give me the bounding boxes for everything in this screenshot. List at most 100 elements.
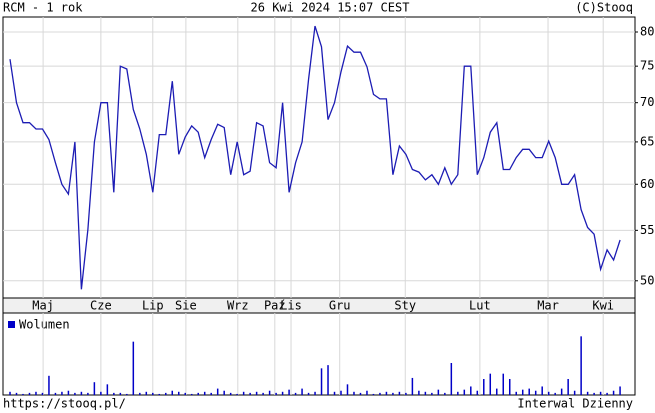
chart-subtitle: 26 Kwi 2024 15:07 CEST xyxy=(251,1,410,15)
volume-bar xyxy=(586,391,589,395)
x-tick-label: Sty xyxy=(394,299,416,313)
y-tick-label: 75 xyxy=(640,59,654,73)
volume-bar xyxy=(398,391,401,395)
volume-bar xyxy=(223,390,225,395)
volume-bar xyxy=(255,391,258,395)
y-tick-label: 55 xyxy=(640,223,654,237)
volume-bar xyxy=(580,336,582,395)
volume-bar xyxy=(593,392,595,395)
volume-bar xyxy=(379,392,381,395)
y-tick-label: 65 xyxy=(640,134,654,148)
x-tick-label: Lis xyxy=(280,299,302,313)
volume-bar xyxy=(216,388,219,395)
volume-bar xyxy=(508,379,511,395)
volume-bar xyxy=(599,391,602,395)
volume-bar xyxy=(314,391,316,395)
volume-bar xyxy=(80,391,83,395)
footer-link[interactable]: https://stooq.pl/ xyxy=(3,397,126,411)
volume-bar xyxy=(353,391,355,395)
volume-bar xyxy=(132,341,135,395)
volume-bar xyxy=(48,375,50,395)
x-tick-label: Gru xyxy=(329,299,351,313)
volume-bar xyxy=(320,368,323,395)
volume-bar xyxy=(61,391,63,395)
volume-bar xyxy=(236,393,238,395)
volume-bar xyxy=(281,391,284,395)
volume-bar xyxy=(113,392,115,395)
x-tick-label: Sie xyxy=(175,299,197,313)
volume-bar xyxy=(288,389,290,395)
volume-bar xyxy=(41,392,44,395)
volume-bar xyxy=(327,365,329,395)
volume-bar xyxy=(126,393,128,395)
volume-bar xyxy=(437,389,440,395)
volume-bar xyxy=(496,388,498,395)
volume-bar xyxy=(554,392,556,395)
volume-bar xyxy=(249,392,251,395)
volume-bar xyxy=(476,390,479,395)
volume-bar xyxy=(165,392,167,395)
volume-bar xyxy=(483,379,485,395)
volume-bar xyxy=(145,391,148,395)
volume-bar xyxy=(573,390,576,395)
legend-swatch xyxy=(8,321,15,328)
volume-bar xyxy=(35,391,37,395)
volume-bar xyxy=(489,373,492,395)
volume-bar xyxy=(372,393,375,395)
volume-bar xyxy=(301,388,303,395)
volume-frame xyxy=(2,312,636,396)
volume-bar xyxy=(74,392,76,395)
x-tick-label: Wrz xyxy=(227,299,249,313)
x-tick-label: Maj xyxy=(32,299,54,313)
credit: (C)Stooq xyxy=(575,1,633,15)
volume-bar xyxy=(515,391,517,395)
volume-bar xyxy=(567,379,569,395)
volume-bar xyxy=(405,392,407,395)
x-tick-label: Kwi xyxy=(592,299,614,313)
volume-bar xyxy=(366,390,368,395)
volume-bar xyxy=(612,390,615,395)
volume-bar xyxy=(275,392,277,395)
y-tick-label: 70 xyxy=(640,95,654,109)
volume-bar xyxy=(22,393,24,395)
volume-bar xyxy=(528,388,530,395)
price-line xyxy=(9,25,621,290)
volume-bar xyxy=(346,384,349,395)
x-tick-label: Mar xyxy=(537,299,559,313)
volume-bar xyxy=(340,390,342,395)
volume-bar xyxy=(470,386,472,395)
volume-bar xyxy=(184,392,186,395)
volume-bar xyxy=(418,390,420,395)
volume-bar xyxy=(93,382,96,395)
volume-bar xyxy=(210,392,212,395)
volume-bar xyxy=(100,391,102,395)
volume-bar xyxy=(190,393,193,395)
volume-bar xyxy=(560,388,563,395)
volume-bar xyxy=(171,390,174,395)
volume-bar xyxy=(457,391,459,395)
volume-bar xyxy=(178,391,180,395)
y-tick-label: 50 xyxy=(640,273,654,287)
volume-bar xyxy=(242,391,245,395)
volume-bar xyxy=(521,389,524,395)
volume-bar xyxy=(67,390,70,395)
volume-bar xyxy=(9,391,11,395)
volume-bar xyxy=(502,373,505,395)
volume-bar xyxy=(294,392,297,395)
volume-bar xyxy=(307,392,310,395)
chart-title: RCM - 1 rok xyxy=(3,1,83,15)
volume-bar xyxy=(534,390,537,395)
volume-bar xyxy=(28,392,31,395)
volume-bar xyxy=(197,392,199,395)
x-tick-label: Lut xyxy=(469,299,491,313)
volume-bar xyxy=(15,392,18,395)
x-tick-label: Lip xyxy=(142,299,164,313)
volume-bar xyxy=(54,392,57,395)
volume-bar xyxy=(463,389,466,395)
y-tick-label: 80 xyxy=(640,25,654,39)
volume-bar xyxy=(229,392,232,395)
x-tick-label: Paź xyxy=(264,299,286,313)
volume-bar xyxy=(87,392,89,395)
